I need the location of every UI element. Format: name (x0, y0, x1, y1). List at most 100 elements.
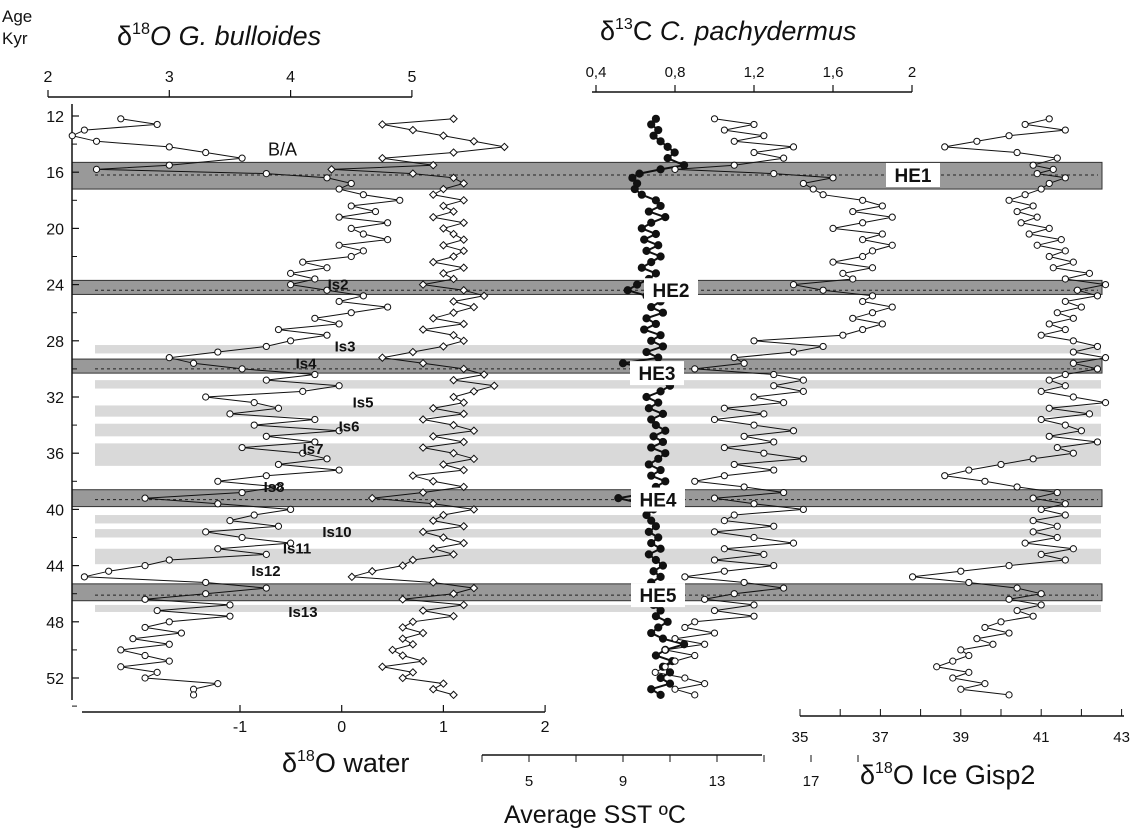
bulloides-data-point (226, 612, 234, 620)
water-data-point (408, 169, 418, 178)
water-data-point (459, 285, 469, 295)
sst-axis-title: Average SST ºC (504, 801, 686, 829)
age-tick-label: 52 (46, 671, 64, 688)
sst-data-point (623, 286, 632, 295)
water-data-point (398, 673, 408, 683)
pachydermus-data-point (819, 191, 827, 199)
annotation-label: B/A (268, 140, 297, 160)
heinrich-band (71, 279, 1103, 295)
pachydermus-data-point (770, 522, 778, 530)
sst-data-point (644, 207, 653, 216)
pachydermus-data-point (720, 545, 728, 553)
ice-data-point (941, 472, 949, 480)
bulloides-data-point (347, 252, 355, 261)
water-data-point (428, 160, 438, 170)
water-data-point (418, 488, 428, 497)
water-data-point (459, 364, 469, 374)
age-tick-label: 16 (46, 165, 64, 182)
pachydermus-data-point (799, 376, 807, 384)
pachydermus-data-point (789, 281, 798, 289)
pachydermus-data-point (799, 505, 807, 513)
bulloides-data-point (311, 370, 319, 379)
water-data-point (439, 201, 448, 211)
age-tick-label: 32 (46, 390, 64, 407)
bulloides-data-point (262, 342, 270, 351)
ice-data-point (1077, 427, 1086, 435)
pachydermus-data-point (770, 170, 778, 178)
bulloides-data-point (311, 314, 319, 322)
pachydermus-data-point (730, 511, 738, 519)
pachydermus-data-point (799, 387, 807, 395)
ice-data-point (1061, 275, 1069, 283)
bulloides-data-point (238, 154, 246, 162)
sst-data-point (644, 460, 653, 469)
pachydermus-data-point (770, 382, 778, 390)
water-data-point (428, 212, 438, 222)
ice-data-point (973, 137, 981, 145)
sst-data-point (651, 196, 661, 205)
age-tick-label: 44 (46, 559, 64, 576)
bulloides-data-point (323, 286, 331, 294)
bulloides-data-point (335, 213, 343, 221)
water-data-point (378, 353, 387, 362)
pachydermus-data-point (740, 578, 748, 587)
ice-axis-title: δ18O Ice Gisp2 (860, 760, 1035, 790)
pachydermus-data-point (740, 483, 748, 491)
ice-data-point (957, 685, 965, 693)
bulloides-data-point (299, 387, 307, 395)
ice-data-point (957, 646, 965, 654)
sst-data-point (654, 623, 663, 632)
water-data-point (398, 623, 408, 632)
heinrich-band (71, 161, 1103, 190)
sst-data-point (649, 131, 658, 140)
ice-data-point (1029, 202, 1037, 210)
sst-data-point (642, 314, 651, 323)
bulloides-tick-label: 5 (407, 69, 416, 86)
pachydermus-data-point (859, 325, 867, 334)
water-data-point (489, 381, 499, 391)
ice-tick-label: 37 (872, 729, 889, 746)
pachydermus-data-point (651, 668, 659, 676)
bulloides-data-point (274, 404, 283, 412)
pachydermus-tick-label: 1,2 (744, 64, 765, 81)
water-data-point (449, 252, 458, 261)
pachydermus-data-point (750, 533, 758, 542)
pachydermus-data-point (720, 472, 728, 480)
pachydermus-data-point (760, 132, 768, 140)
pachydermus-data-point (770, 466, 778, 474)
pachydermus-data-point (710, 528, 719, 536)
age-axis-unit: Kyr (2, 29, 28, 48)
sst-data-point (656, 673, 665, 683)
pachydermus-data-point (770, 438, 778, 446)
water-data-point (459, 319, 469, 329)
pachydermus-data-point (849, 275, 857, 283)
bulloides-data-point (274, 483, 283, 491)
ice-data-point (1061, 126, 1069, 134)
bulloides-data-point (165, 143, 173, 151)
heinrich-label-box (631, 487, 685, 512)
water-data-point (469, 454, 479, 464)
ice-tick-label: 39 (952, 729, 969, 746)
age-tick-label: 48 (46, 615, 64, 632)
sst-data-point (656, 201, 665, 211)
heinrich-label: HE1 (895, 166, 932, 187)
sst-data-point (642, 347, 651, 357)
pachydermus-data-point (720, 126, 728, 134)
ice-data-point (1061, 247, 1069, 255)
interstadial-label: Is8 (264, 479, 285, 496)
ice-data-point (1037, 185, 1045, 193)
bulloides-data-point (165, 354, 173, 362)
water-data-point (469, 302, 479, 312)
ice-data-point (1053, 488, 1061, 497)
water-data-point (449, 207, 458, 216)
interstadial-band (95, 345, 1101, 354)
ice-data-point (1021, 539, 1029, 547)
sst-data-point (647, 443, 656, 452)
water-data-point (428, 476, 438, 486)
pachydermus-data-point (730, 161, 738, 169)
bulloides-data-point (238, 443, 246, 452)
sst-data-point (644, 404, 653, 413)
sst-data-point (642, 392, 651, 402)
ice-tick-label: 43 (1113, 729, 1130, 746)
bulloides-data-point (238, 365, 246, 373)
